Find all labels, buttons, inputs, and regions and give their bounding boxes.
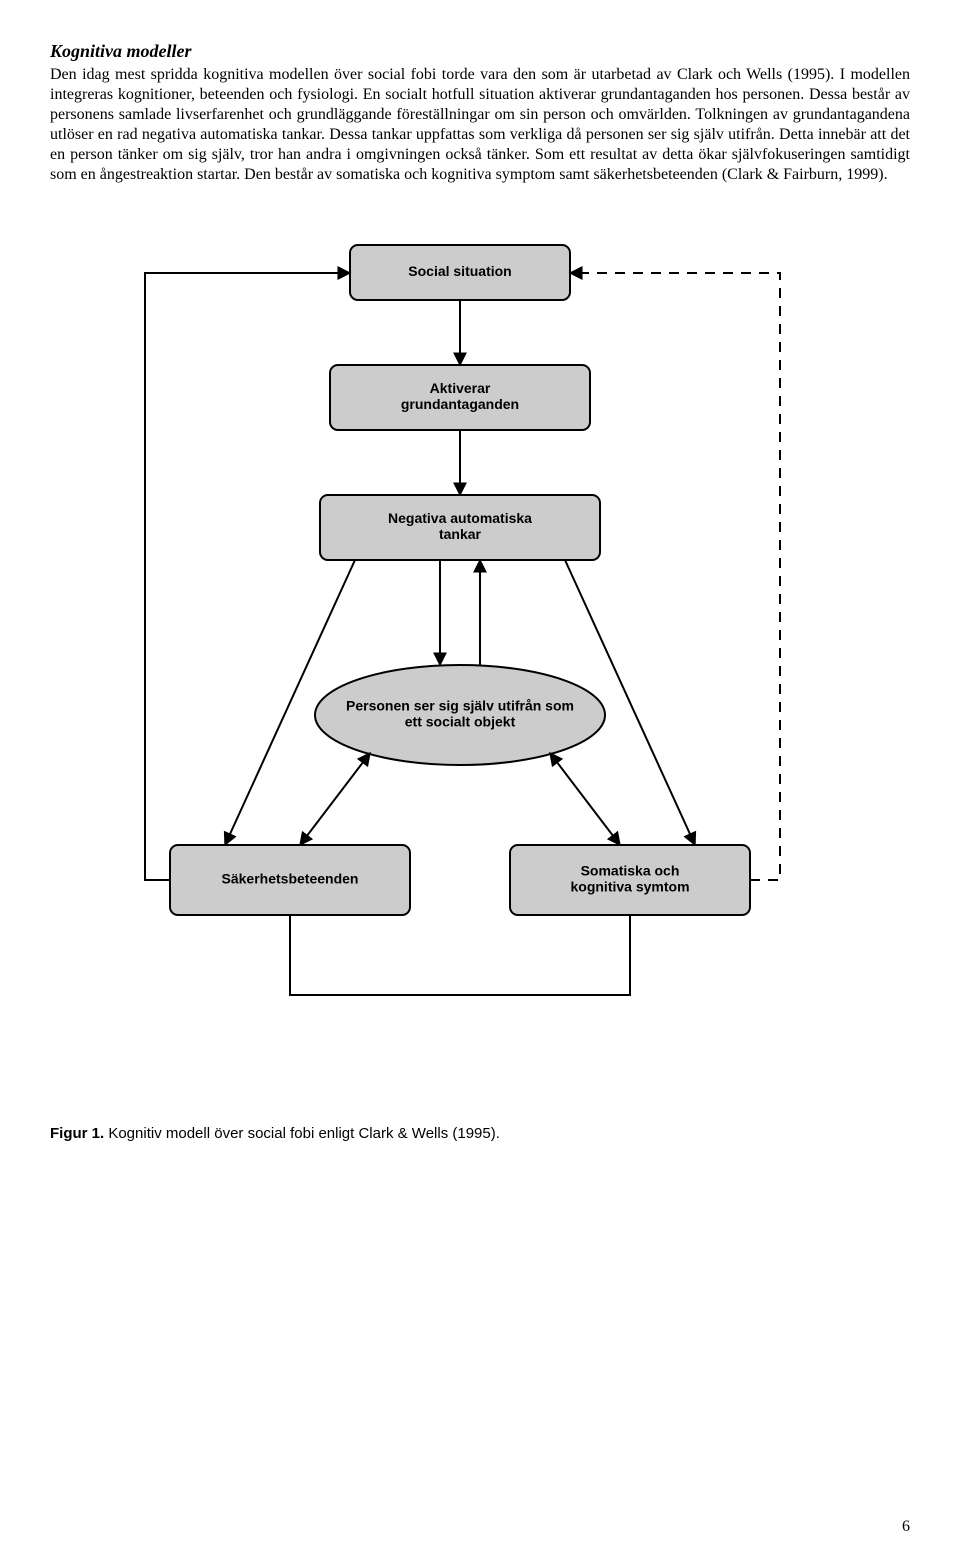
svg-text:Somatiska och: Somatiska och — [581, 862, 680, 878]
svg-text:Aktiverar: Aktiverar — [430, 380, 491, 396]
svg-text:Personen ser sig själv utifrån: Personen ser sig själv utifrån som — [346, 697, 574, 713]
figure-label: Figur 1. — [50, 1125, 104, 1142]
body-paragraph: Den idag mest spridda kognitiva modellen… — [50, 65, 910, 185]
svg-text:ett socialt objekt: ett socialt objekt — [405, 713, 516, 729]
svg-text:Social situation: Social situation — [408, 263, 511, 279]
svg-text:kognitiva symtom: kognitiva symtom — [570, 878, 689, 894]
svg-text:tankar: tankar — [439, 526, 482, 542]
section-title: Kognitiva modeller — [50, 40, 910, 63]
svg-text:Negativa automatiska: Negativa automatiska — [388, 510, 532, 526]
page-number: 6 — [902, 1517, 910, 1537]
cognitive-model-diagram: Social situation Aktiverargrundantaganden… — [130, 225, 830, 1065]
figure-caption: Figur 1. Kognitiv modell över social fob… — [50, 1125, 910, 1144]
figure-caption-text: Kognitiv modell över social fobi enligt … — [104, 1125, 500, 1142]
svg-text:Säkerhetsbeteenden: Säkerhetsbeteenden — [222, 870, 359, 886]
svg-text:grundantaganden: grundantaganden — [401, 396, 519, 412]
